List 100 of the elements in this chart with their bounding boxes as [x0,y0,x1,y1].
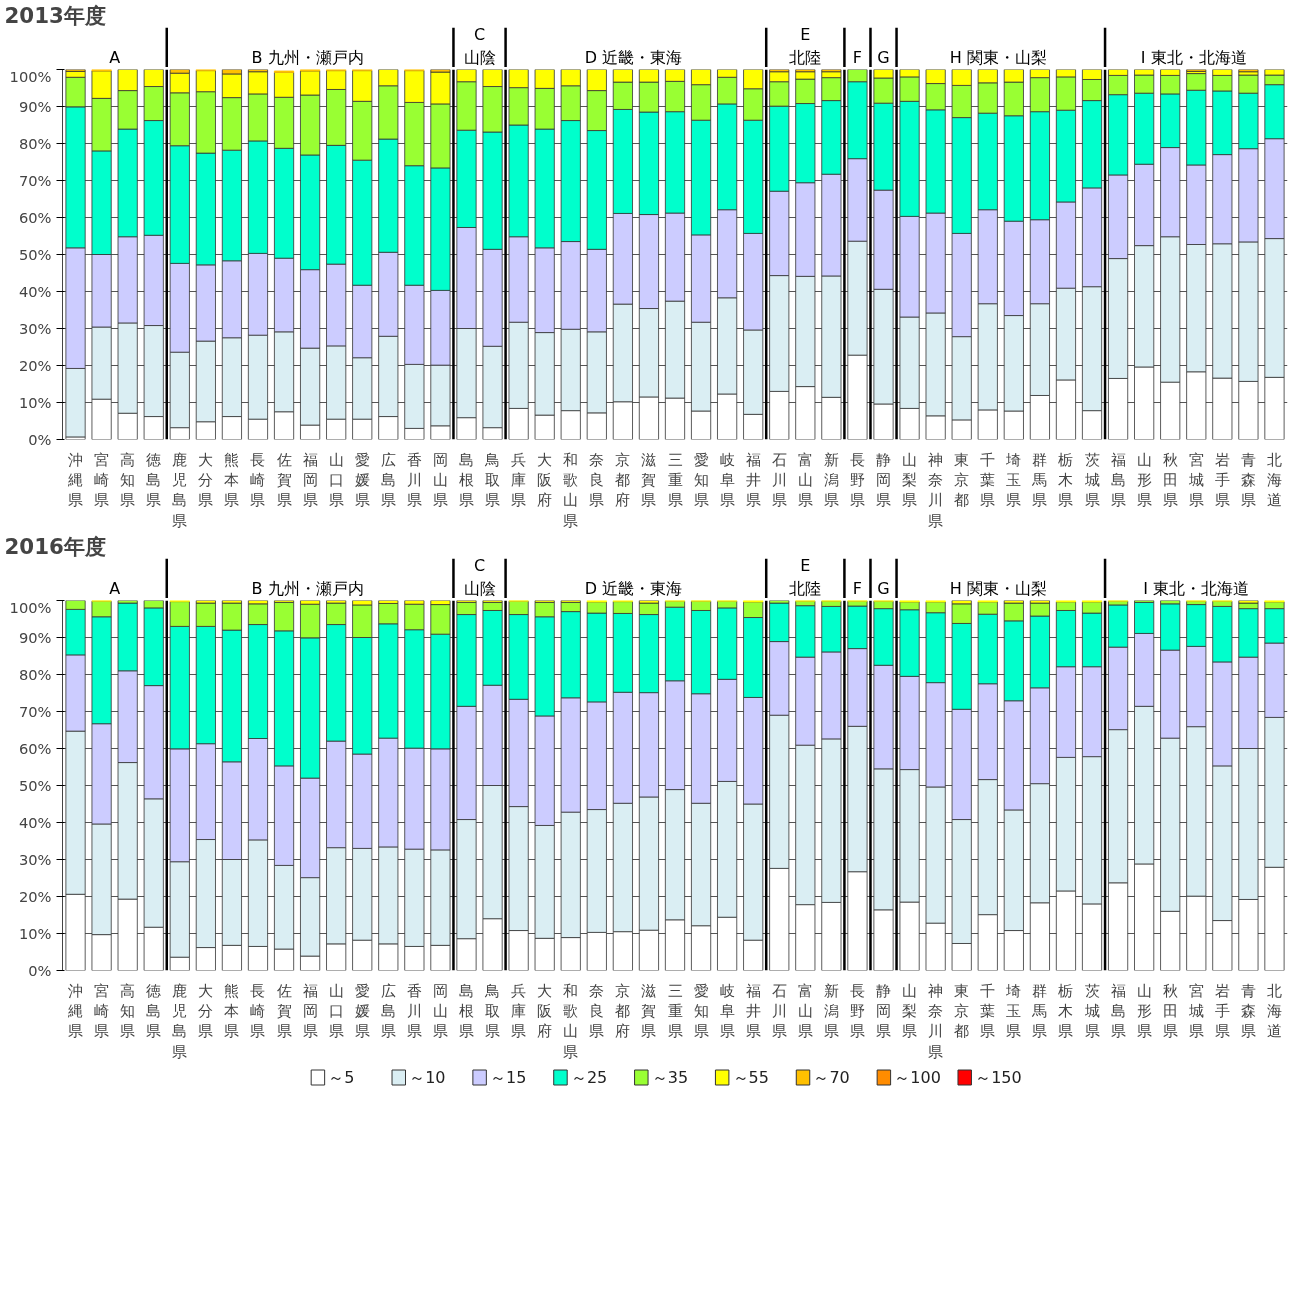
x-tick-label: 長崎県 [250,981,266,1040]
x-tick-label: 福井県 [745,981,761,1040]
legend-label: ～5 [328,1068,355,1087]
x-tick-label: 佐賀県 [276,981,292,1040]
text: E 北陸 [789,555,822,598]
x-tick-label: 大分県 [198,450,214,509]
x-tick-label: 石川県 [771,981,787,1040]
text: A [109,578,121,598]
x-tick-label: 山形県 [1136,981,1152,1040]
legend-label: ～100 [894,1068,941,1087]
x-tick-label: 島根県 [458,450,474,509]
x-tick-label: 大阪府 [537,450,553,509]
x-tick-label: 神奈川県 [928,981,944,1060]
text: F [852,578,863,598]
x-tick-label: 千葉県 [980,981,996,1040]
x-tick-label: 熊本県 [224,450,240,509]
text: A [109,47,121,67]
x-tick-label: 岡山県 [432,450,448,509]
x-tick-label: 福島県 [1110,981,1126,1040]
x-tick-label: 高知県 [120,981,136,1040]
x-tick-label: 東京都 [954,450,970,509]
y-tick-label: 40% [18,814,52,831]
legend-label: ～15 [490,1068,527,1087]
x-tick-label: 福岡県 [302,450,318,509]
x-tick-label: 三重県 [667,981,683,1040]
x-tick-label: 山形県 [1136,450,1152,509]
x-tick-label: 愛媛県 [354,981,370,1040]
x-tick-label: 和歌山県 [563,450,579,529]
x-tick-label: 北海道 [1266,981,1282,1040]
text: C 山陰 [463,555,496,598]
x-tick-label: 兵庫県 [511,450,527,509]
y-tick-label: 10% [18,925,52,942]
x-tick-label: 埼玉県 [1005,981,1022,1040]
x-tick-label: 島根県 [458,981,474,1040]
legend-label: ～35 [651,1068,689,1087]
x-tick-label: 和歌山県 [563,981,579,1060]
y-tick-label: 80% [18,666,52,683]
x-tick-label: 滋賀県 [641,450,657,509]
chart-title: 2016年度 [4,533,106,559]
y-tick-label: 30% [18,851,52,868]
y-tick-label: 0% [28,431,52,448]
x-tick-label: 福岡県 [302,981,318,1040]
x-tick-label: 香川県 [406,981,422,1040]
y-tick-label: 60% [18,209,52,226]
x-tick-label: 青森県 [1240,981,1256,1040]
x-tick-label: 山梨県 [902,450,918,509]
text: B 九州・瀬戸内 [251,578,364,598]
x-tick-label: 茨城県 [1083,450,1100,509]
text: E 北陸 [789,24,822,67]
x-tick-label: 鹿児島県 [172,981,188,1060]
x-tick-label: 滋賀県 [641,981,657,1040]
x-tick-label: 山口県 [328,450,344,509]
x-tick-label: 新潟県 [823,981,839,1040]
x-tick-label: 京都府 [615,450,631,509]
text: I 東北・北海道 [1140,47,1247,67]
text: D 近畿・東海 [584,47,683,67]
x-tick-label: 宮城県 [1187,981,1204,1040]
x-tick-label: 東京都 [954,981,970,1040]
x-tick-label: 徳島県 [146,981,162,1040]
x-tick-label: 北海道 [1266,450,1282,509]
x-tick-label: 三重県 [667,450,683,509]
x-tick-label: 福井県 [745,450,761,509]
x-tick-label: 青森県 [1240,450,1256,509]
x-tick-label: 山梨県 [902,981,918,1040]
x-tick-label: 新潟県 [823,450,839,509]
legend-label: ～150 [975,1068,1022,1087]
y-tick-label: 30% [18,320,52,337]
x-tick-label: 愛媛県 [354,450,370,509]
x-tick-label: 群馬県 [1031,981,1048,1040]
y-tick-label: 50% [18,246,52,263]
text: H 関東・山梨 [949,578,1047,598]
x-tick-label: 長崎県 [250,450,266,509]
y-tick-label: 80% [18,135,52,152]
x-tick-label: 大分県 [198,981,214,1040]
text: D 近畿・東海 [584,578,683,598]
x-tick-label: 岩手県 [1214,450,1230,509]
y-tick-label: 90% [18,629,52,646]
x-tick-label: 愛知県 [693,981,709,1040]
y-tick-label: 0% [28,962,52,979]
x-tick-label: 鳥取県 [484,981,501,1040]
x-tick-label: 静岡県 [876,981,892,1040]
x-tick-label: 熊本県 [224,981,240,1040]
text: C 山陰 [463,24,496,67]
y-tick-label: 100% [9,67,52,85]
x-tick-label: 茨城県 [1083,981,1100,1040]
y-tick-label: 40% [18,283,52,300]
x-tick-label: 千葉県 [980,450,996,509]
x-tick-label: 広島県 [380,450,396,509]
legend-label: ～70 [813,1068,850,1087]
y-tick-label: 70% [18,172,52,189]
y-tick-label: 10% [18,394,52,411]
x-tick-label: 秋田県 [1162,450,1178,509]
chart-title: 2013年度 [4,2,106,28]
y-tick-label: 20% [18,357,52,374]
text: B 九州・瀬戸内 [251,47,364,67]
x-tick-label: 栃木県 [1058,981,1074,1040]
x-tick-label: 京都府 [615,981,631,1040]
x-tick-label: 神奈川県 [928,450,944,529]
legend-label: ～10 [409,1068,446,1087]
x-tick-label: 長野県 [849,450,865,509]
